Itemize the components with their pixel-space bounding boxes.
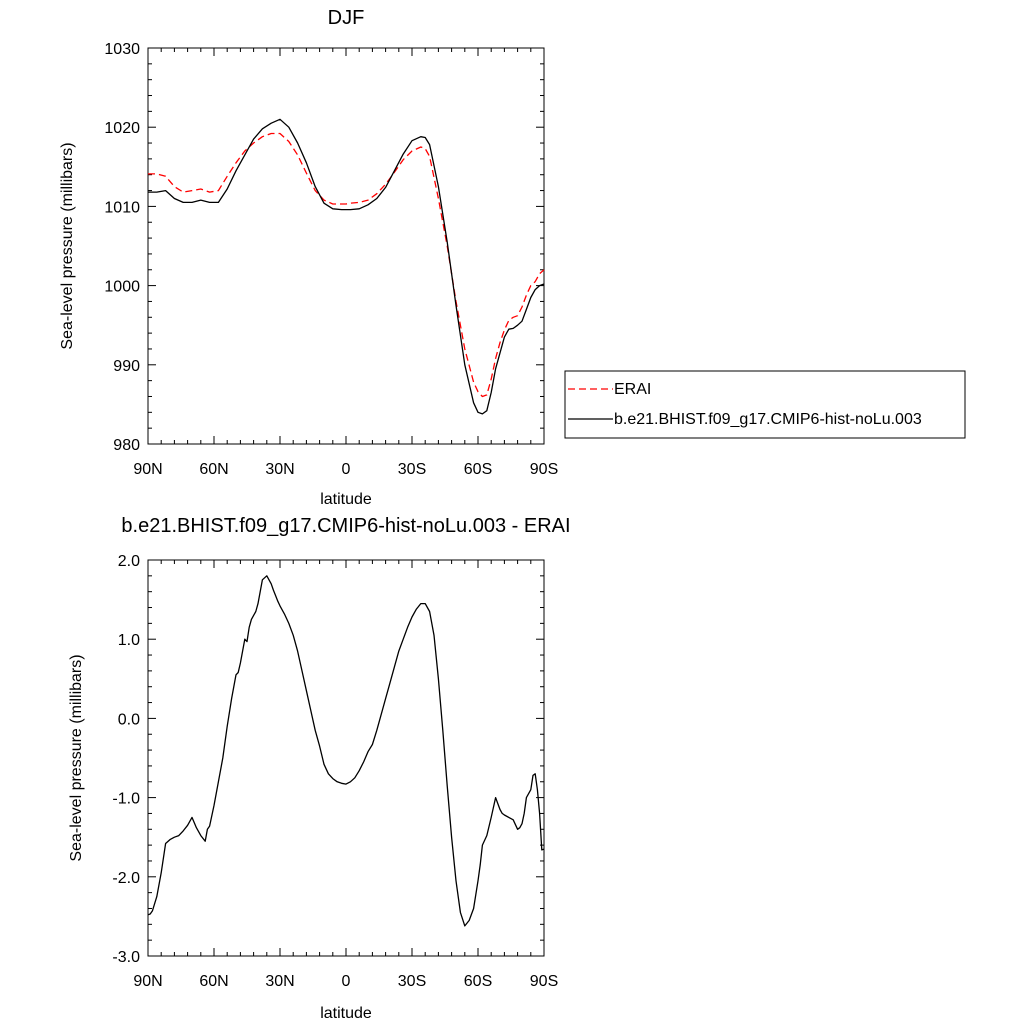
top-chart-x-tick-label: 30N	[265, 461, 294, 478]
top-chart-y-tick-label: 1000	[104, 279, 140, 296]
legend-entry-erai: ERAI	[614, 381, 651, 398]
top-chart-y-tick-label: 980	[113, 437, 140, 454]
top-chart-x-tick-label: 60N	[199, 461, 228, 478]
bottom-chart-x-tick-label: 30N	[265, 973, 294, 990]
bottom-chart-x-tick-label: 30S	[398, 973, 426, 990]
bottom-chart-y-tick-label: -3.0	[112, 949, 140, 966]
top-chart-series-line-b-e21-bhist-f09-g17-cmip6-hist-nolu-003	[148, 118, 545, 415]
bottom-chart-y-tick-label: 0.0	[118, 711, 140, 728]
bottom-chart-y-tick-label: -2.0	[112, 870, 140, 887]
bottom-chart-x-tick-label: 60S	[464, 973, 492, 990]
bottom-chart-x-tick-label: 90N	[133, 973, 162, 990]
legend-box	[564, 370, 966, 439]
top-chart-y-tick-label: 1020	[104, 120, 140, 137]
top-chart-y-axis-label: Sea-level pressure (millibars)	[59, 142, 76, 349]
bottom-chart-y-tick-label: 2.0	[118, 553, 140, 570]
top-chart-series	[148, 118, 545, 415]
top-chart-x-tick-label: 30S	[398, 461, 426, 478]
top-chart-x-tick-label: 0	[342, 461, 351, 478]
top-chart-ticks: 90N 60N 30N 0 30S 60S 90S 980 990 1000 1010 1020 103…	[104, 41, 558, 478]
top-chart-y-tick-label: 1030	[104, 41, 140, 58]
bottom-chart-x-tick-label: 90S	[530, 973, 558, 990]
bottom-chart-x-tick-label: 60N	[199, 973, 228, 990]
top-chart-plot-frame	[147, 47, 545, 445]
top-chart-series-line-erai	[148, 132, 545, 398]
bottom-chart-y-tick-label: -1.0	[112, 791, 140, 808]
bottom-chart-series-line-difference	[147, 575, 545, 927]
top-chart-x-tick-label: 60S	[464, 461, 492, 478]
top-chart-y-tick-label: 990	[113, 358, 140, 375]
top-chart-y-tick-label: 1010	[104, 199, 140, 216]
bottom-chart-y-tick-label: 1.0	[118, 632, 140, 649]
bottom-chart-y-axis-label: Sea-level pressure (millibars)	[68, 654, 85, 861]
bottom-chart-x-axis-label: latitude	[320, 1005, 372, 1022]
top-chart-legend: ERAI b.e21.BHIST.f09_g17.CMIP6-hist-noLu…	[564, 370, 966, 439]
bottom-chart-panel: b.e21.BHIST.f09_g17.CMIP6-hist-noLu.003 …	[68, 515, 571, 1022]
top-chart-panel: DJF 90N 60N 30N 0 30S 60S 90S 980 990 1000 1010 102…	[59, 7, 558, 508]
bottom-chart-title: b.e21.BHIST.f09_g17.CMIP6-hist-noLu.003 …	[121, 515, 570, 537]
top-chart-x-tick-label: 90S	[530, 461, 558, 478]
top-chart-x-axis-label: latitude	[320, 491, 372, 508]
legend-entry-model: b.e21.BHIST.f09_g17.CMIP6-hist-noLu.003	[614, 411, 922, 428]
bottom-chart-ticks: 90N 60N 30N 0 30S 60S 90S -3.0 -2.0 -1.0 0.0 1.0 2.0	[112, 553, 558, 990]
bottom-chart-series	[147, 575, 545, 927]
top-chart-x-tick-label: 90N	[133, 461, 162, 478]
bottom-chart-x-tick-label: 0	[342, 973, 351, 990]
bottom-chart-plot-frame	[147, 559, 545, 957]
top-chart-title: DJF	[328, 7, 365, 29]
